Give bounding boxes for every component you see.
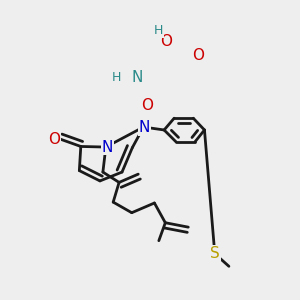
Text: H: H <box>154 24 164 37</box>
Text: N: N <box>102 140 113 154</box>
Text: O: O <box>160 34 172 49</box>
Text: S: S <box>210 246 220 261</box>
Text: H: H <box>112 71 121 84</box>
Text: O: O <box>48 132 60 147</box>
Text: N: N <box>131 70 142 86</box>
Text: N: N <box>138 120 150 135</box>
Text: O: O <box>193 48 205 63</box>
Text: O: O <box>141 98 153 113</box>
